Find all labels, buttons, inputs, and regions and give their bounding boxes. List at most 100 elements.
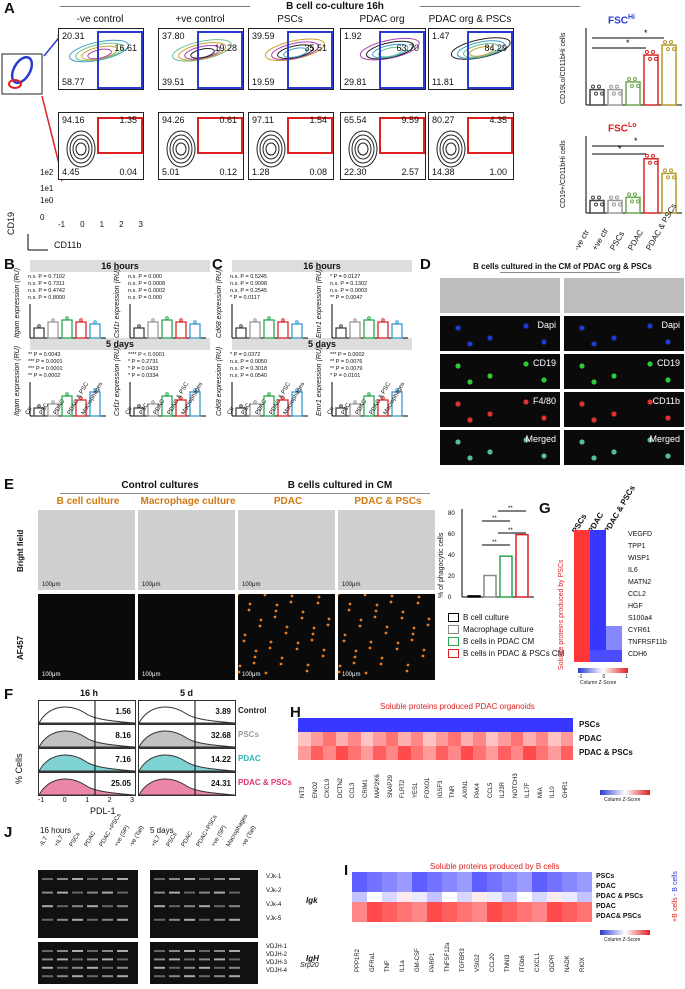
heatmap-cell bbox=[487, 902, 502, 912]
igk-band-label: VJκ-1 bbox=[266, 874, 282, 880]
heatmap-col-label: TNF bbox=[385, 960, 391, 972]
facs-contour bbox=[436, 130, 466, 168]
gel-band bbox=[72, 878, 83, 880]
fluor-dot bbox=[336, 592, 340, 596]
fluor-dot bbox=[316, 601, 320, 605]
bar bbox=[643, 54, 659, 106]
sig-star: * bbox=[618, 144, 622, 154]
heatmap-row-label: MATN2 bbox=[628, 579, 652, 586]
control-cultures-label: Control cultures bbox=[121, 480, 199, 491]
histogram-curve bbox=[139, 773, 235, 795]
panel-g-label: G bbox=[539, 500, 551, 517]
facs-top-plot: 1.92 63.70 29.81 bbox=[340, 28, 426, 90]
small-bar bbox=[277, 399, 289, 417]
histogram-curve bbox=[39, 725, 135, 747]
fluor-dot bbox=[374, 609, 378, 613]
cell-dot bbox=[455, 439, 461, 445]
heatmap-col-label: CXCL1 bbox=[535, 952, 541, 972]
fluor-dot bbox=[322, 648, 326, 652]
small-bar-svg bbox=[129, 382, 206, 417]
heatmap-cell bbox=[532, 872, 547, 882]
facs-bottom-plot: 80.27 4.35 14.38 1.00 bbox=[428, 112, 514, 180]
contour-line bbox=[66, 130, 96, 168]
scale-bar-label: 100μm bbox=[342, 582, 361, 588]
heatmap-row-label: S100a4 bbox=[628, 615, 653, 622]
fluor-dot bbox=[247, 608, 251, 612]
heatmap-cell bbox=[457, 912, 472, 922]
gel-lane-label: -ve (Tail) bbox=[128, 825, 146, 848]
f-xticks: -1 0 1 2 3 bbox=[38, 797, 134, 804]
histogram: 8.16 bbox=[38, 724, 136, 748]
heatmap-col-label: IL17F bbox=[525, 782, 531, 798]
culture-title: Macrophage culture bbox=[140, 496, 236, 507]
panel-f-label: F bbox=[4, 686, 14, 703]
bar-point bbox=[591, 84, 595, 89]
contour-line bbox=[439, 134, 463, 164]
heatmap-cell bbox=[427, 902, 442, 912]
heatmap-cell bbox=[397, 912, 412, 922]
facs-bot-value: 4.45 bbox=[62, 167, 80, 177]
bar-point bbox=[594, 91, 598, 96]
cell-dot bbox=[541, 339, 547, 345]
facs-group-title: PDAC org & PSCs bbox=[428, 14, 512, 25]
gel-band bbox=[184, 918, 195, 921]
stat-text: n.s. P = 0.4742 bbox=[28, 288, 66, 294]
heatmap-cell bbox=[548, 732, 561, 746]
facs-top-value: 1.47 bbox=[432, 31, 450, 41]
igh-band-label: VDJH-2 bbox=[266, 952, 288, 958]
cell-dot bbox=[665, 377, 671, 383]
bar-point bbox=[636, 83, 640, 88]
bar-x-labels: -ve ctr +ve ctr PSCs PDAC PDAC & PSCs bbox=[572, 202, 685, 256]
heatmap-cell bbox=[574, 542, 590, 554]
gel-band bbox=[199, 891, 210, 894]
heatmap-cell bbox=[523, 732, 536, 746]
stat-text: n.s. P = 0.1302 bbox=[330, 281, 368, 287]
cell-dot bbox=[467, 341, 473, 347]
gate-blue bbox=[286, 31, 333, 89]
heatmap-col-label: RIOX bbox=[580, 957, 586, 972]
heatmap-cell bbox=[547, 872, 562, 882]
panel-d-label: D bbox=[420, 256, 431, 273]
small-bar-point bbox=[151, 400, 155, 404]
heatmap-cell bbox=[510, 718, 523, 732]
heatmap-col-label: SNAP29 bbox=[387, 774, 394, 798]
heatmap-col-label: TNFSF12a bbox=[445, 942, 451, 972]
gel-band bbox=[229, 966, 240, 969]
small-chart-ylabel: Itgam expression (RU) bbox=[14, 267, 21, 338]
fluor-dot bbox=[426, 623, 430, 627]
cell-dot bbox=[523, 399, 529, 405]
bar-point bbox=[612, 91, 616, 96]
small-bar-svg bbox=[29, 304, 106, 339]
small-bar-point bbox=[253, 318, 257, 322]
heatmap-cell bbox=[398, 746, 411, 760]
heatmap-col-label: TNNI3 bbox=[505, 954, 511, 972]
bar-point bbox=[645, 50, 649, 55]
facs-y-ticks: 1e2 1e1 1e0 0 bbox=[40, 168, 54, 222]
stat-text: n.s. P = 0.3018 bbox=[230, 366, 268, 372]
j-5d: 5 days bbox=[150, 826, 174, 835]
micrograph bbox=[440, 278, 560, 313]
small-bar bbox=[47, 403, 59, 417]
stat-text: * P = 0.0101 bbox=[330, 373, 361, 379]
histogram-fill bbox=[39, 754, 135, 771]
micrograph-dots bbox=[455, 437, 547, 461]
bar-x-label: PSCs bbox=[608, 229, 627, 252]
heatmap-col-label: TGFBR3 bbox=[460, 948, 466, 972]
heatmap-cell bbox=[412, 912, 427, 922]
micrograph-label: F4/80 bbox=[532, 396, 556, 406]
fluor-dot bbox=[396, 641, 400, 645]
histogram-value: 3.89 bbox=[215, 707, 231, 716]
fluor-dot bbox=[284, 631, 288, 635]
fluor-dot bbox=[337, 670, 341, 674]
contour-line bbox=[436, 130, 466, 168]
stat-text: **** P < 0.0001 bbox=[128, 352, 165, 358]
stat-text: ** P = 0.0002 bbox=[28, 373, 61, 379]
legend-item: B cell culture bbox=[448, 612, 588, 624]
micrograph: CD19 bbox=[564, 354, 684, 389]
cell-dot bbox=[487, 373, 493, 379]
heatmap-cell bbox=[498, 732, 511, 746]
facs-top-value: 63.70 bbox=[396, 43, 419, 53]
fsc-hi-label: FSCHi bbox=[608, 14, 635, 27]
stat-text: n.s. P = 0.000 bbox=[128, 295, 162, 301]
gel-band bbox=[117, 966, 128, 969]
